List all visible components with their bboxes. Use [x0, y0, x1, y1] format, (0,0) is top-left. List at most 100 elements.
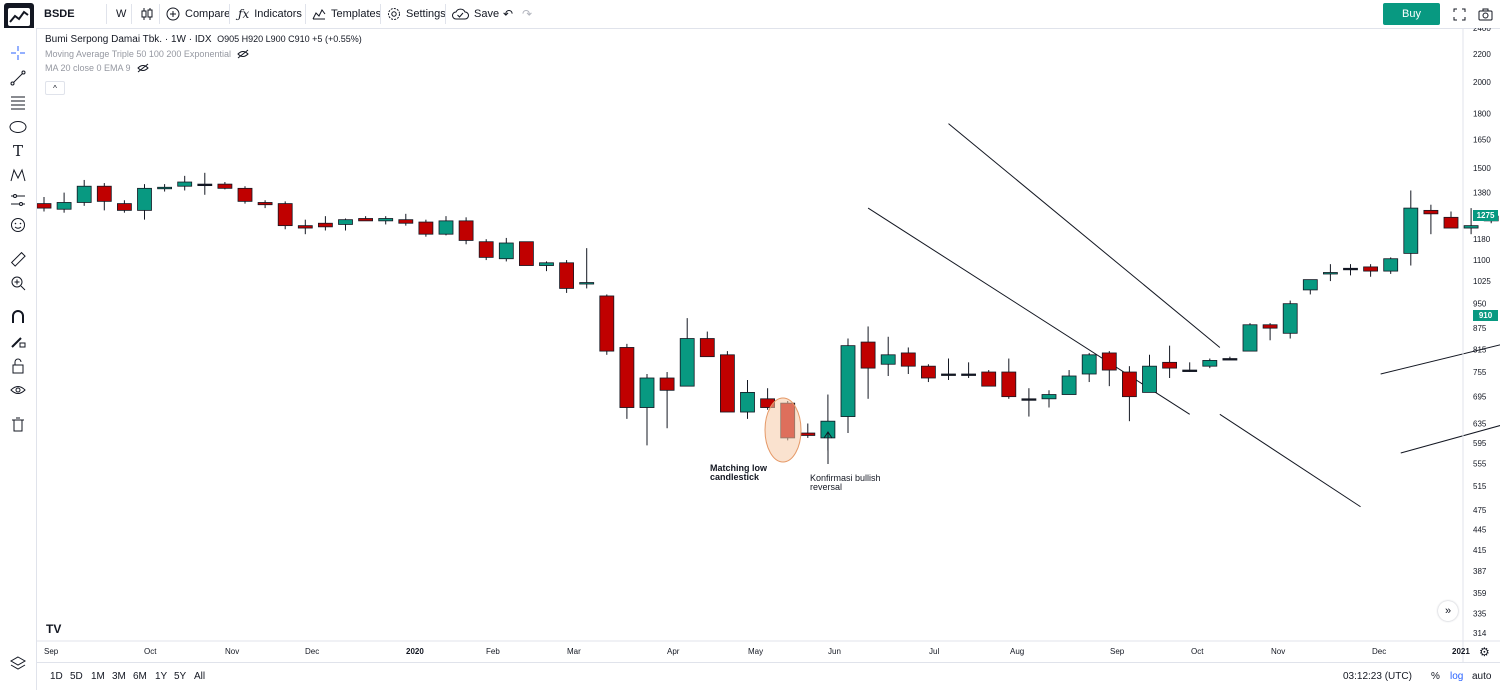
range-all[interactable]: All: [194, 671, 206, 682]
legend-indicator-2[interactable]: MA 20 close 0 EMA 9: [45, 63, 131, 73]
percent-toggle[interactable]: %: [1431, 671, 1440, 682]
redo-icon: ↷: [522, 7, 533, 21]
snapshot-button[interactable]: [1478, 0, 1493, 28]
save-button[interactable]: Save: [452, 0, 499, 28]
camera-icon: [1478, 8, 1493, 20]
object-tree-button[interactable]: [8, 653, 28, 673]
candle-body: [378, 218, 394, 222]
shapes-tool[interactable]: [8, 117, 28, 137]
auto-toggle[interactable]: auto: [1472, 671, 1492, 682]
stay-drawing-tool[interactable]: [8, 331, 28, 351]
legend-ohlc: O905 H920 L900 C910 +5 (+0.55%): [217, 34, 362, 44]
hidden-eye-icon[interactable]: [237, 49, 249, 59]
lock-tool[interactable]: [8, 356, 28, 376]
trendline: [1380, 344, 1500, 375]
candle-body: [1061, 375, 1077, 395]
legend-indicator-1[interactable]: Moving Average Triple 50 100 200 Exponen…: [45, 49, 231, 59]
interval-button[interactable]: W: [116, 0, 126, 28]
range-3m[interactable]: 3M: [112, 671, 126, 682]
last-price-label: 1275: [1476, 211, 1495, 220]
candle-body: [137, 187, 152, 211]
redo-button[interactable]: ↷: [522, 0, 532, 28]
visibility-tool[interactable]: [8, 380, 28, 400]
trash-icon: [12, 417, 24, 432]
measure-tool[interactable]: [8, 249, 28, 269]
settings-button[interactable]: Settings: [387, 0, 446, 28]
legend-title[interactable]: Bumi Serpong Damai Tbk. · 1W · IDX: [45, 34, 212, 45]
text-tool[interactable]: T: [8, 141, 28, 161]
trendline: [1400, 425, 1500, 454]
trendline-tool[interactable]: [8, 68, 28, 88]
candle-body: [659, 377, 675, 391]
candle-body: [177, 181, 193, 187]
zoom-in-icon: [11, 276, 26, 291]
trendline: [1219, 413, 1361, 508]
candle-body: [498, 242, 514, 260]
ruler-icon: [10, 251, 26, 267]
y-tick-label: 595: [1473, 439, 1487, 448]
drawing-toolbar: T: [0, 28, 37, 690]
zoom-tool[interactable]: [8, 273, 28, 293]
y-tick-label: 387: [1473, 567, 1487, 576]
hidden-eye-icon[interactable]: [136, 63, 149, 73]
log-toggle[interactable]: log: [1450, 671, 1464, 682]
prediction-tool[interactable]: [8, 190, 28, 210]
range-1m[interactable]: 1M: [91, 671, 105, 682]
candle-body: [1443, 216, 1459, 229]
range-5d[interactable]: 5D: [70, 671, 83, 682]
x-tick-label: 2020: [406, 647, 424, 656]
emoji-tool[interactable]: [8, 215, 28, 235]
range-6m[interactable]: 6M: [133, 671, 147, 682]
legend-collapse-button[interactable]: ^: [45, 81, 65, 95]
templates-button[interactable]: Templates: [312, 0, 381, 28]
chevron-up-icon: ^: [53, 83, 57, 93]
y-tick-label: 2000: [1473, 78, 1491, 87]
range-1d[interactable]: 1D: [50, 671, 63, 682]
candle-body: [338, 219, 353, 225]
annotation-matching-low-line2: candlestick: [710, 472, 760, 482]
candle-body: [559, 262, 574, 289]
undo-button[interactable]: ↶: [503, 0, 513, 28]
chart-style-button[interactable]: [141, 0, 153, 28]
y-tick-label: 635: [1473, 420, 1487, 429]
indicators-button[interactable]: ƒx Indicators: [238, 0, 302, 28]
chart-settings-corner[interactable]: ⚙: [1479, 645, 1490, 659]
patterns-tool[interactable]: [8, 165, 28, 185]
candle-body: [438, 220, 454, 235]
candle-body: [1423, 209, 1439, 215]
remove-drawings-tool[interactable]: [8, 414, 28, 434]
fullscreen-button[interactable]: [1453, 0, 1466, 28]
trendline: [867, 207, 1190, 415]
scroll-to-realtime-button[interactable]: »: [1438, 601, 1458, 621]
candle-body: [1302, 279, 1318, 291]
candle-body: [740, 392, 755, 413]
range-5y[interactable]: 5Y: [174, 671, 187, 682]
crosshair-tool[interactable]: [8, 43, 28, 63]
price-chart[interactable]: 2400 2200 2000 1800 1650 1500 1380 1180 1100 1025…: [37, 28, 1500, 662]
symbol-search[interactable]: BSDE: [44, 0, 75, 28]
candle-body: [539, 262, 554, 266]
fib-tool[interactable]: [8, 92, 28, 112]
candle-body: [398, 219, 414, 224]
highlight-ellipse: [764, 397, 802, 463]
magnet-tool[interactable]: [8, 307, 28, 327]
candles-icon: [141, 8, 153, 20]
compare-button[interactable]: Compare: [166, 0, 230, 28]
annotation-matching-low: Matching low candlestick: [710, 464, 767, 482]
y-tick-label: 1380: [1473, 189, 1491, 198]
y-tick-label: 555: [1473, 460, 1487, 469]
candle-body: [1282, 303, 1298, 334]
x-tick-label: 2021: [1452, 647, 1470, 656]
trendline-icon: [10, 70, 26, 86]
y-tick-label: 1650: [1473, 135, 1491, 144]
candle-body: [76, 185, 92, 203]
range-1y[interactable]: 1Y: [155, 671, 168, 682]
y-tick-label: 1025: [1473, 277, 1491, 286]
templates-icon: [312, 9, 326, 20]
bottom-toolbar: 1D 5D 1M 3M 6M 1Y 5Y All 03:12:23 (UTC) …: [37, 662, 1500, 691]
annotation-confirmation-line1: Konfirmasi bullish: [810, 473, 881, 483]
candle-body: [1323, 272, 1338, 275]
gear-icon: ⚙: [1479, 645, 1490, 659]
clock-display[interactable]: 03:12:23 (UTC): [1343, 671, 1412, 682]
buy-button[interactable]: Buy: [1383, 3, 1440, 25]
